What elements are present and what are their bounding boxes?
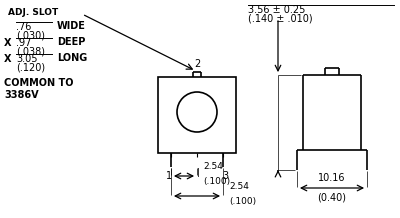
- Bar: [158, 77, 236, 153]
- Text: (.030): (.030): [16, 30, 45, 40]
- Text: (.140 ± .010): (.140 ± .010): [248, 14, 313, 24]
- Text: 2.54: 2.54: [203, 162, 223, 171]
- Text: (.100): (.100): [203, 177, 230, 186]
- Text: (.120): (.120): [16, 62, 45, 72]
- Text: (.100): (.100): [229, 197, 256, 206]
- Text: 3.05: 3.05: [16, 54, 38, 64]
- Text: LONG: LONG: [57, 53, 87, 63]
- Text: .76: .76: [16, 22, 31, 32]
- Text: (.038): (.038): [16, 46, 45, 56]
- Text: ADJ. SLOT: ADJ. SLOT: [8, 8, 58, 17]
- Circle shape: [177, 92, 217, 132]
- Text: 1: 1: [166, 171, 172, 181]
- Text: DEEP: DEEP: [57, 37, 85, 47]
- Text: 3: 3: [222, 171, 228, 181]
- Text: X: X: [4, 54, 12, 64]
- Text: |: |: [196, 168, 200, 177]
- Text: WIDE: WIDE: [57, 21, 86, 31]
- Text: X: X: [4, 38, 12, 48]
- Text: 3.56 ± 0.25: 3.56 ± 0.25: [248, 5, 305, 15]
- Text: 2.54: 2.54: [229, 182, 249, 191]
- Text: 2: 2: [194, 59, 200, 69]
- Text: COMMON TO
3386V: COMMON TO 3386V: [4, 78, 74, 100]
- Text: 10.16: 10.16: [318, 173, 346, 183]
- Text: .97: .97: [16, 38, 31, 48]
- Text: (0.40): (0.40): [318, 192, 346, 202]
